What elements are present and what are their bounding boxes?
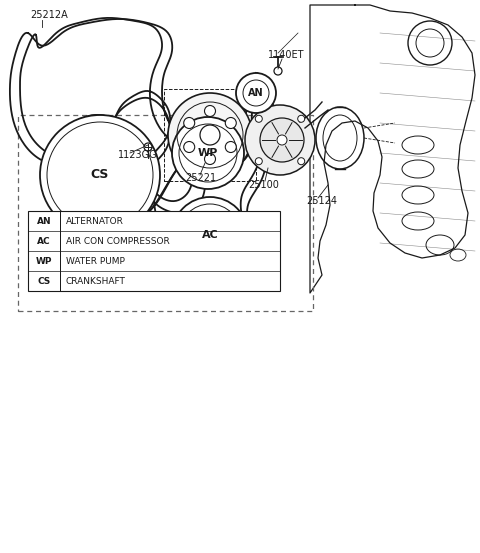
Text: 1140ET: 1140ET	[268, 50, 304, 60]
Circle shape	[277, 135, 287, 145]
Text: 25124: 25124	[306, 196, 337, 206]
Circle shape	[200, 125, 220, 145]
Circle shape	[298, 158, 305, 165]
Circle shape	[168, 93, 252, 177]
Text: WP: WP	[36, 257, 52, 265]
Text: WATER PUMP: WATER PUMP	[66, 257, 125, 265]
Text: AC: AC	[202, 230, 218, 240]
Circle shape	[204, 106, 216, 117]
Circle shape	[172, 197, 248, 273]
Text: AN: AN	[36, 217, 51, 226]
Circle shape	[40, 115, 160, 235]
Text: AIR CON COMPRESSOR: AIR CON COMPRESSOR	[66, 237, 170, 246]
Circle shape	[255, 115, 262, 122]
Text: ALTERNATOR: ALTERNATOR	[66, 217, 124, 226]
FancyBboxPatch shape	[28, 211, 280, 291]
Circle shape	[184, 117, 195, 128]
Text: 25212A: 25212A	[30, 10, 68, 20]
Circle shape	[298, 115, 305, 122]
Text: AC: AC	[37, 237, 51, 246]
Circle shape	[172, 117, 244, 189]
Text: WP: WP	[198, 148, 218, 158]
Text: CRANKSHAFT: CRANKSHAFT	[66, 276, 126, 285]
Circle shape	[236, 73, 276, 113]
Text: CS: CS	[91, 169, 109, 181]
Circle shape	[260, 118, 304, 162]
Circle shape	[184, 142, 195, 153]
Circle shape	[225, 142, 236, 153]
Text: CS: CS	[37, 276, 50, 285]
Circle shape	[274, 67, 282, 75]
Circle shape	[144, 143, 152, 151]
Circle shape	[225, 117, 236, 128]
Circle shape	[245, 105, 315, 175]
Circle shape	[255, 158, 262, 165]
Text: 25100: 25100	[248, 180, 279, 190]
Circle shape	[204, 154, 216, 164]
Text: 25221: 25221	[185, 173, 216, 183]
Text: 1123GG: 1123GG	[118, 150, 157, 160]
Text: AN: AN	[248, 88, 264, 98]
